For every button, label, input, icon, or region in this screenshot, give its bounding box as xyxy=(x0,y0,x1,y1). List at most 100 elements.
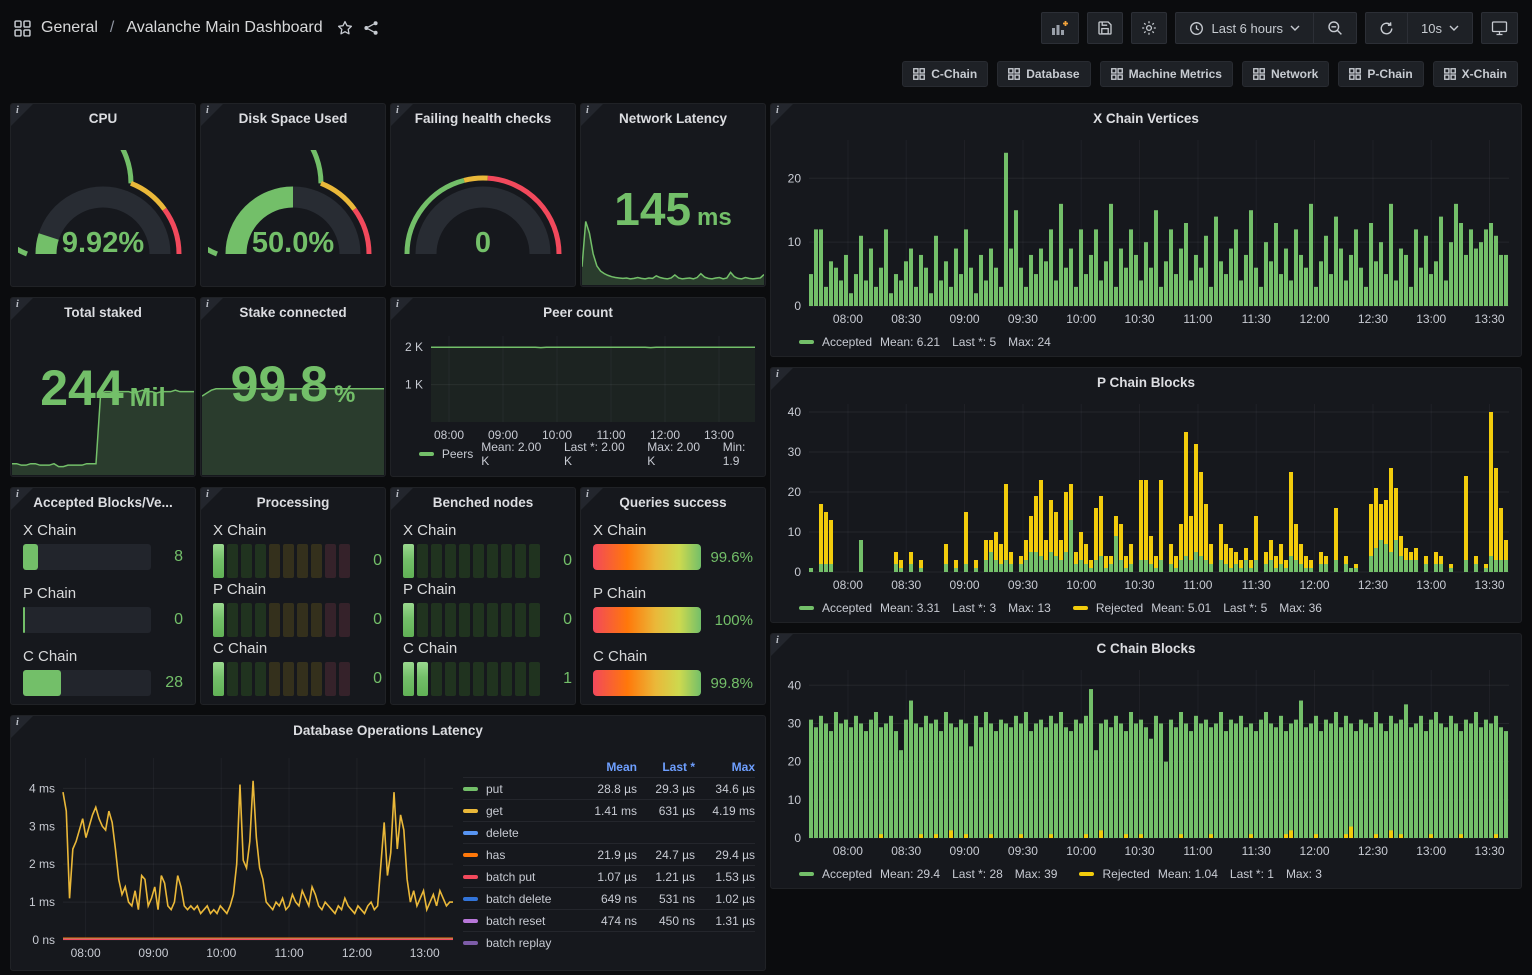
zoom-out-icon xyxy=(1327,20,1343,36)
panel-info-icon[interactable]: i xyxy=(201,488,223,510)
panel-title[interactable]: Database Operations Latency xyxy=(293,722,483,738)
tag-label: P-Chain xyxy=(1367,67,1413,81)
legend-table-row-batch-delete: batch delete 649 ns 531 ns 1.02 µs xyxy=(463,887,755,909)
time-range-picker[interactable]: Last 6 hours xyxy=(1175,12,1358,44)
tv-mode-button[interactable] xyxy=(1481,12,1518,44)
panel-info-icon[interactable]: i xyxy=(771,368,793,390)
segment-cell xyxy=(241,662,252,696)
panel-info-icon[interactable]: i xyxy=(11,104,33,126)
legend-series-name[interactable]: has xyxy=(463,848,573,862)
panel-title[interactable]: Disk Space Used xyxy=(238,110,348,126)
db-latency-chart[interactable]: 08:00 09:00 10:00 11:00 12:00 13:00 4 ms 3 ms 2 … xyxy=(15,750,463,964)
peer-count-chart[interactable]: 08:00 09:00 10:00 11:00 12:00 13:00 2 K 1 K xyxy=(391,328,765,446)
legend-series-color xyxy=(463,809,478,813)
legend-column-header[interactable]: Last * xyxy=(662,760,695,774)
panel-title[interactable]: Total staked xyxy=(64,304,142,320)
panel-info-icon[interactable]: i xyxy=(771,634,793,656)
segment-cell-lit xyxy=(403,603,414,637)
segment-cell xyxy=(283,544,294,578)
row-label: P Chain xyxy=(213,581,267,598)
panel-info-icon[interactable]: i xyxy=(201,104,223,126)
legend-column-header[interactable]: Max xyxy=(731,760,755,774)
panel-title[interactable]: Processing xyxy=(256,494,330,510)
time-range-label: Last 6 hours xyxy=(1211,20,1284,36)
refresh-interval-label: 10s xyxy=(1421,20,1442,36)
panel-info-icon[interactable]: i xyxy=(581,104,603,126)
legend-item-accepted[interactable]: Accepted Mean: 3.31 Last *: 3 Max: 13 xyxy=(799,601,1051,615)
dashboards-grid-icon[interactable] xyxy=(14,19,31,37)
dashboard-settings-button[interactable] xyxy=(1131,12,1168,44)
tag-network[interactable]: Network xyxy=(1241,61,1330,87)
svg-text:0: 0 xyxy=(794,565,801,579)
panel-title[interactable]: P Chain Blocks xyxy=(1096,374,1196,390)
legend-column-header[interactable]: Mean xyxy=(606,760,637,774)
panel-total-staked: i Total staked 244 Mil xyxy=(10,297,196,477)
panel-info-icon[interactable]: i xyxy=(391,298,413,320)
panel-info-icon[interactable]: i xyxy=(581,488,603,510)
stat-value: 99.8 xyxy=(230,355,328,412)
legend-item-peers[interactable]: Peers Mean: 2.00 K Last *: 2.00 K Max: 2.00… xyxy=(419,440,765,468)
svg-text:12:30: 12:30 xyxy=(1358,844,1388,858)
panel-info-icon[interactable]: i xyxy=(391,488,413,510)
row-value: 0 xyxy=(563,552,572,569)
refresh-button[interactable] xyxy=(1375,21,1398,36)
tag-machine-metrics[interactable]: Machine Metrics xyxy=(1099,61,1233,87)
stat-value: 244 xyxy=(40,359,124,416)
stat-unit: % xyxy=(333,380,356,408)
tag-p-chain[interactable]: P-Chain xyxy=(1338,61,1424,87)
panel-info-icon[interactable]: i xyxy=(201,298,223,320)
svg-text:09:30: 09:30 xyxy=(1008,844,1038,858)
panel-title[interactable]: Accepted Blocks/Ve... xyxy=(33,494,173,510)
panel-info-icon[interactable]: i xyxy=(391,104,413,126)
svg-text:13:00: 13:00 xyxy=(1416,578,1446,592)
star-icon[interactable] xyxy=(337,20,353,36)
share-icon[interactable] xyxy=(363,20,379,36)
panel-title[interactable]: CPU xyxy=(88,110,118,126)
panel-info-icon[interactable]: i xyxy=(11,716,33,738)
breadcrumb-folder[interactable]: General xyxy=(41,19,98,36)
c-blocks-chart[interactable]: 08:00 08:30 09:00 09:30 10:00 10:30 11:00 11:30… xyxy=(773,662,1519,862)
legend-item-rejected[interactable]: Rejected Mean: 1.04 Last *: 1 Max: 3 xyxy=(1079,867,1322,881)
panel-title[interactable]: Peer count xyxy=(543,304,613,320)
tag-database[interactable]: Database xyxy=(997,61,1091,87)
panel-title[interactable]: Benched nodes xyxy=(432,494,534,510)
apps-grid-icon xyxy=(1008,68,1021,80)
legend-stat-value: 29.3 µs xyxy=(655,782,695,796)
panel-info-icon[interactable]: i xyxy=(11,488,33,510)
legend-series-name[interactable]: batch replay xyxy=(463,936,573,950)
add-panel-button[interactable] xyxy=(1041,12,1080,44)
legend-stat-value: 1.02 µs xyxy=(715,892,755,906)
tag-x-chain[interactable]: X-Chain xyxy=(1432,61,1518,87)
legend-series-name[interactable]: delete xyxy=(463,826,573,840)
save-dashboard-button[interactable] xyxy=(1087,12,1124,44)
panel-info-icon[interactable]: i xyxy=(11,298,33,320)
svg-text:30: 30 xyxy=(788,445,802,459)
legend-series-name[interactable]: batch delete xyxy=(463,892,573,906)
tag-c-chain[interactable]: C-Chain xyxy=(902,61,989,87)
svg-text:12:30: 12:30 xyxy=(1358,312,1388,326)
x-vertices-chart[interactable]: 08:00 08:30 09:00 09:30 10:00 10:30 11:00 11:30… xyxy=(773,132,1519,330)
legend-item-rejected[interactable]: Rejected Mean: 5.01 Last *: 5 Max: 36 xyxy=(1072,601,1322,615)
panel-info-icon[interactable]: i xyxy=(771,104,793,126)
panel-title[interactable]: X Chain Vertices xyxy=(1093,110,1199,126)
segment-cell xyxy=(227,662,238,696)
panel-title[interactable]: Network Latency xyxy=(618,110,728,126)
legend-series-name[interactable]: batch reset xyxy=(463,914,573,928)
legend-series-name[interactable]: put xyxy=(463,782,573,796)
panel-title[interactable]: C Chain Blocks xyxy=(1096,640,1196,656)
panel-title[interactable]: Queries success xyxy=(619,494,727,510)
legend-series-name[interactable]: batch put xyxy=(463,870,573,884)
dashboard-title[interactable]: Avalanche Main Dashboard xyxy=(126,19,323,36)
svg-text:10: 10 xyxy=(788,235,802,249)
legend-series-name[interactable]: get xyxy=(463,804,573,818)
p-blocks-chart[interactable]: 08:00 08:30 09:00 09:30 10:00 10:30 11:00 11:30… xyxy=(773,396,1519,596)
legend-stat-value: 21.9 µs xyxy=(597,848,637,862)
zoom-out-button[interactable] xyxy=(1323,20,1347,36)
panel-title[interactable]: Failing health checks xyxy=(414,110,552,126)
legend-item-accepted[interactable]: Accepted Mean: 6.21 Last *: 5 Max: 24 xyxy=(799,335,1051,349)
legend-item-accepted[interactable]: Accepted Mean: 29.4 Last *: 28 Max: 39 xyxy=(799,867,1057,881)
svg-text:40: 40 xyxy=(788,405,802,419)
panel-title[interactable]: Stake connected xyxy=(239,304,347,320)
panel-x-chain-vertices: i X Chain Vertices 08:00 08:30 09:00 09:30 1… xyxy=(770,103,1522,357)
refresh-picker[interactable]: 10s xyxy=(1365,12,1473,44)
